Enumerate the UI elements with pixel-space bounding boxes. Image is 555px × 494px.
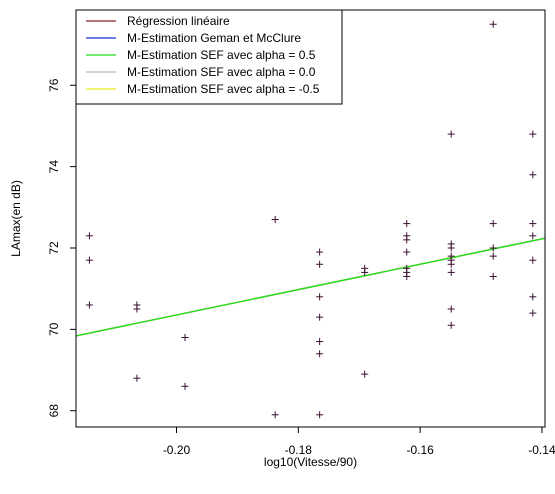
legend-label: M-Estimation SEF avec alpha = 0.5 (127, 48, 316, 62)
data-point (316, 248, 324, 256)
legend-box (75, 9, 343, 105)
data-point (361, 268, 369, 276)
regression-line-overlay (75, 237, 546, 337)
data-point (316, 350, 324, 358)
x-axis: -0.20 -0.18 -0.16 -0.14 (163, 427, 555, 457)
x-axis-title: log10(Vitesse/90) (264, 455, 357, 469)
y-tick-label: 70 (47, 322, 61, 336)
legend-item: M-Estimation SEF avec alpha = 0.0 (86, 65, 316, 79)
data-point (489, 252, 497, 260)
data-point (85, 301, 93, 309)
y-axis-title: LAmax(en dB) (9, 180, 23, 257)
legend-label: M-Estimation SEF avec alpha = 0.0 (127, 65, 316, 79)
data-point (447, 305, 455, 313)
x-tick-label: -0.16 (406, 443, 434, 457)
data-point (133, 305, 141, 313)
legend-label: M-Estimation SEF avec alpha = -0.5 (127, 82, 320, 96)
data-point (529, 309, 537, 317)
data-point (529, 232, 537, 240)
data-points (85, 20, 537, 419)
data-point (447, 130, 455, 138)
data-point (271, 216, 279, 224)
data-point (133, 374, 141, 382)
data-point (316, 293, 324, 301)
data-point (403, 248, 411, 256)
legend-item: M-Estimation Geman et McClure (86, 31, 301, 45)
y-tick-label: 74 (47, 160, 61, 174)
regression-lines (75, 237, 546, 337)
data-point (361, 370, 369, 378)
data-point (85, 232, 93, 240)
data-point (489, 220, 497, 228)
data-point (447, 260, 455, 268)
y-tick-label: 72 (47, 241, 61, 255)
data-point (316, 411, 324, 419)
data-point (489, 244, 497, 252)
legend-item: Régression linéaire (86, 14, 230, 28)
legend-label: Régression linéaire (127, 14, 230, 28)
data-point (529, 171, 537, 179)
data-point (529, 293, 537, 301)
legend-item: M-Estimation SEF avec alpha = -0.5 (86, 82, 320, 96)
data-point (529, 130, 537, 138)
x-tick-label: -0.14 (528, 443, 555, 457)
data-point (447, 321, 455, 329)
data-point (181, 382, 189, 390)
data-point (316, 260, 324, 268)
x-tick-label: -0.20 (163, 443, 191, 457)
data-point (529, 256, 537, 264)
data-point (403, 272, 411, 280)
data-point (85, 256, 93, 264)
data-point (316, 313, 324, 321)
x-tick-label: -0.18 (285, 443, 313, 457)
y-axis: 68 70 72 74 76 (47, 78, 76, 417)
data-point (447, 244, 455, 252)
y-tick-label: 68 (47, 404, 61, 418)
data-point (403, 220, 411, 228)
data-point (271, 411, 279, 419)
data-point (447, 268, 455, 276)
data-point (181, 333, 189, 341)
legend-item: M-Estimation SEF avec alpha = 0.5 (86, 48, 316, 62)
data-point (403, 236, 411, 244)
legend: Régression linéaire M-Estimation Geman et… (75, 9, 343, 105)
data-point (489, 272, 497, 280)
data-point (529, 220, 537, 228)
y-tick-label: 76 (47, 78, 61, 92)
data-point (316, 338, 324, 346)
data-point (489, 20, 497, 28)
legend-label: M-Estimation Geman et McClure (127, 31, 301, 45)
